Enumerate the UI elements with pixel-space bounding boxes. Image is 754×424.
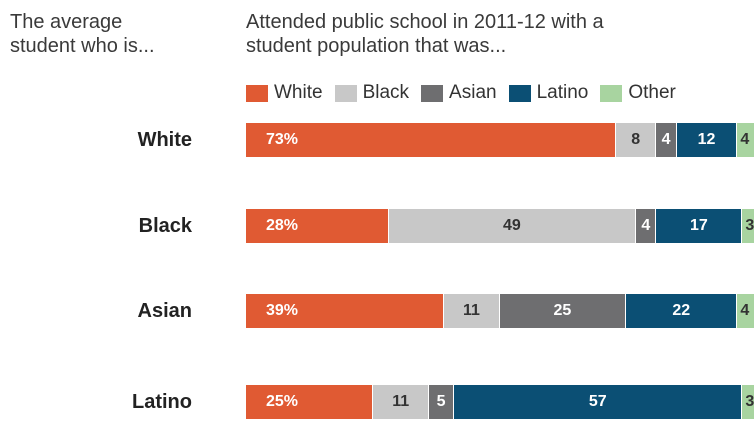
bar-segment-latino-white: 25%: [246, 385, 373, 419]
bar-segment-white-latino: 12: [676, 123, 737, 157]
legend-label-black: Black: [362, 82, 410, 103]
row-label-asian: Asian: [137, 300, 192, 322]
bar-segment-asian-other: 4: [737, 294, 754, 328]
data-label-asian-latino: 22: [672, 302, 691, 319]
chart-heading: Attended public school in 2011-12 with a…: [246, 10, 746, 58]
data-label-asian-other: 4: [740, 302, 750, 319]
chart-heading-line-2: student population that was...: [246, 35, 507, 57]
legend-item-white: White: [246, 82, 323, 104]
data-label-white-latino: 12: [697, 131, 716, 148]
row-axis-heading-line-2: student who is...: [10, 35, 155, 57]
data-label-black-latino: 17: [690, 217, 708, 234]
row-label-white: White: [137, 129, 192, 151]
data-label-latino-asian: 5: [436, 393, 446, 410]
legend-swatch-black: [334, 84, 357, 102]
legend-item-latino: Latino: [508, 82, 589, 104]
bar-segment-white-asian: 4: [656, 123, 676, 157]
row-axis-heading-line-1: The average: [10, 11, 123, 33]
data-label-asian-asian: 25: [553, 302, 572, 319]
bar-white: 73% 8 4 12 4: [246, 123, 754, 157]
bar-segment-latino-black: 11: [373, 385, 428, 419]
data-label-black-other: 3: [745, 217, 754, 234]
legend-label-asian: Asian: [449, 82, 497, 103]
bar-segment-latino-other: 3: [742, 385, 754, 419]
legend-item-asian: Asian: [421, 82, 497, 104]
legend-swatch-white: [246, 84, 268, 102]
data-label-latino-white: 25%: [266, 393, 299, 410]
legend-label-latino: Latino: [536, 82, 589, 103]
bar-segment-asian-white: 39%: [246, 294, 444, 328]
legend-swatch-latino: [508, 84, 531, 102]
row-axis-heading: The average student who is...: [10, 10, 230, 58]
legend-label-white: White: [274, 82, 323, 103]
bar-segment-white-black: 8: [616, 123, 656, 157]
bar-segment-black-other: 3: [742, 209, 754, 243]
data-label-asian-white: 39%: [266, 302, 299, 319]
chart-legend: White Black Asian Latino Other: [246, 80, 688, 106]
bar-segment-white-white: 73%: [246, 123, 615, 157]
data-label-asian-black: 11: [462, 302, 480, 319]
row-label-latino: Latino: [132, 391, 192, 413]
bar-segment-latino-asian: 5: [428, 385, 454, 419]
bar-segment-white-other: 4: [737, 123, 754, 157]
data-label-white-black: 8: [631, 131, 641, 148]
bar-asian: 39% 11 25 22 4: [246, 294, 754, 328]
data-label-black-white: 28%: [266, 217, 299, 234]
legend-label-other: Other: [628, 82, 676, 103]
data-label-latino-latino: 57: [588, 393, 607, 410]
bar-segment-black-asian: 4: [636, 209, 656, 243]
legend-swatch-asian: [421, 84, 444, 102]
bar-segment-black-white: 28%: [246, 209, 388, 243]
chart-heading-line-1: Attended public school in 2011-12 with a: [246, 11, 604, 33]
bar-segment-black-black: 49: [388, 209, 636, 243]
bar-latino: 25% 11 5 57 3: [246, 385, 754, 419]
legend-item-black: Black: [334, 82, 410, 104]
data-label-latino-black: 11: [392, 393, 410, 410]
legend-swatch-other: [600, 84, 623, 102]
data-label-latino-other: 3: [745, 393, 754, 410]
legend-item-other: Other: [600, 82, 676, 104]
data-label-white-other: 4: [740, 131, 750, 148]
bar-black: 28% 49 4 17 3: [246, 209, 754, 243]
data-label-white-asian: 4: [661, 131, 671, 148]
bar-segment-latino-latino: 57: [454, 385, 742, 419]
bar-segment-asian-black: 11: [444, 294, 499, 328]
data-label-black-asian: 4: [641, 217, 651, 234]
bar-segment-asian-latino: 22: [626, 294, 737, 328]
data-label-white-white: 73%: [266, 131, 299, 148]
data-label-black-black: 49: [502, 217, 521, 234]
bar-segment-black-latino: 17: [656, 209, 742, 243]
bar-segment-asian-asian: 25: [499, 294, 626, 328]
row-label-black: Black: [138, 215, 192, 237]
